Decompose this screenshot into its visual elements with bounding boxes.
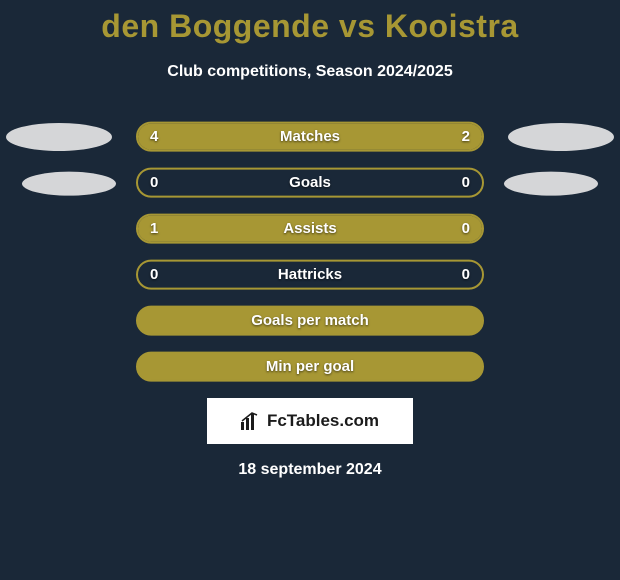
brand-text: FcTables.com <box>267 411 379 431</box>
stat-row: Min per goal <box>0 349 620 395</box>
stat-left-value: 1 <box>150 220 158 237</box>
page-title: den Boggende vs Kooistra <box>0 0 620 45</box>
stat-row: Goals per match <box>0 303 620 349</box>
player-right-avatar-placeholder <box>508 123 614 151</box>
stat-bar: 1 0 Assists <box>136 214 484 244</box>
stat-label: Min per goal <box>266 358 354 375</box>
stat-label: Assists <box>283 220 336 237</box>
stat-bar: 4 2 Matches <box>136 122 484 152</box>
stat-bar: 0 0 Hattricks <box>136 260 484 290</box>
brand-badge: FcTables.com <box>207 398 413 444</box>
stat-left-value: 0 <box>150 174 158 191</box>
player-left-avatar-placeholder <box>6 123 112 151</box>
stat-rows: 4 2 Matches 0 0 Goals 1 0 Assists 0 0 Hattricks Goal… <box>0 119 620 395</box>
stat-row: 1 0 Assists <box>0 211 620 257</box>
subtitle: Club competitions, Season 2024/2025 <box>0 63 620 81</box>
stat-right-value: 0 <box>462 266 470 283</box>
stat-row: 0 0 Hattricks <box>0 257 620 303</box>
stat-bar: 0 0 Goals <box>136 168 484 198</box>
stat-row: 0 0 Goals <box>0 165 620 211</box>
stat-row: 4 2 Matches <box>0 119 620 165</box>
stat-left-value: 4 <box>150 128 158 145</box>
stat-bar-right-fill <box>406 216 482 242</box>
player-right-avatar-placeholder <box>504 172 598 196</box>
stat-left-value: 0 <box>150 266 158 283</box>
stat-right-value: 0 <box>462 220 470 237</box>
stat-right-value: 0 <box>462 174 470 191</box>
brand-logo-icon <box>241 412 261 430</box>
date-text: 18 september 2024 <box>0 461 620 479</box>
player-left-avatar-placeholder <box>22 172 116 196</box>
stat-label: Goals <box>289 174 331 191</box>
stat-label: Goals per match <box>251 312 369 329</box>
stat-right-value: 2 <box>462 128 470 145</box>
stat-label: Hattricks <box>278 266 342 283</box>
stat-bar: Min per goal <box>136 352 484 382</box>
stat-bar: Goals per match <box>136 306 484 336</box>
stat-label: Matches <box>280 128 340 145</box>
stat-bar-left-fill <box>138 216 406 242</box>
